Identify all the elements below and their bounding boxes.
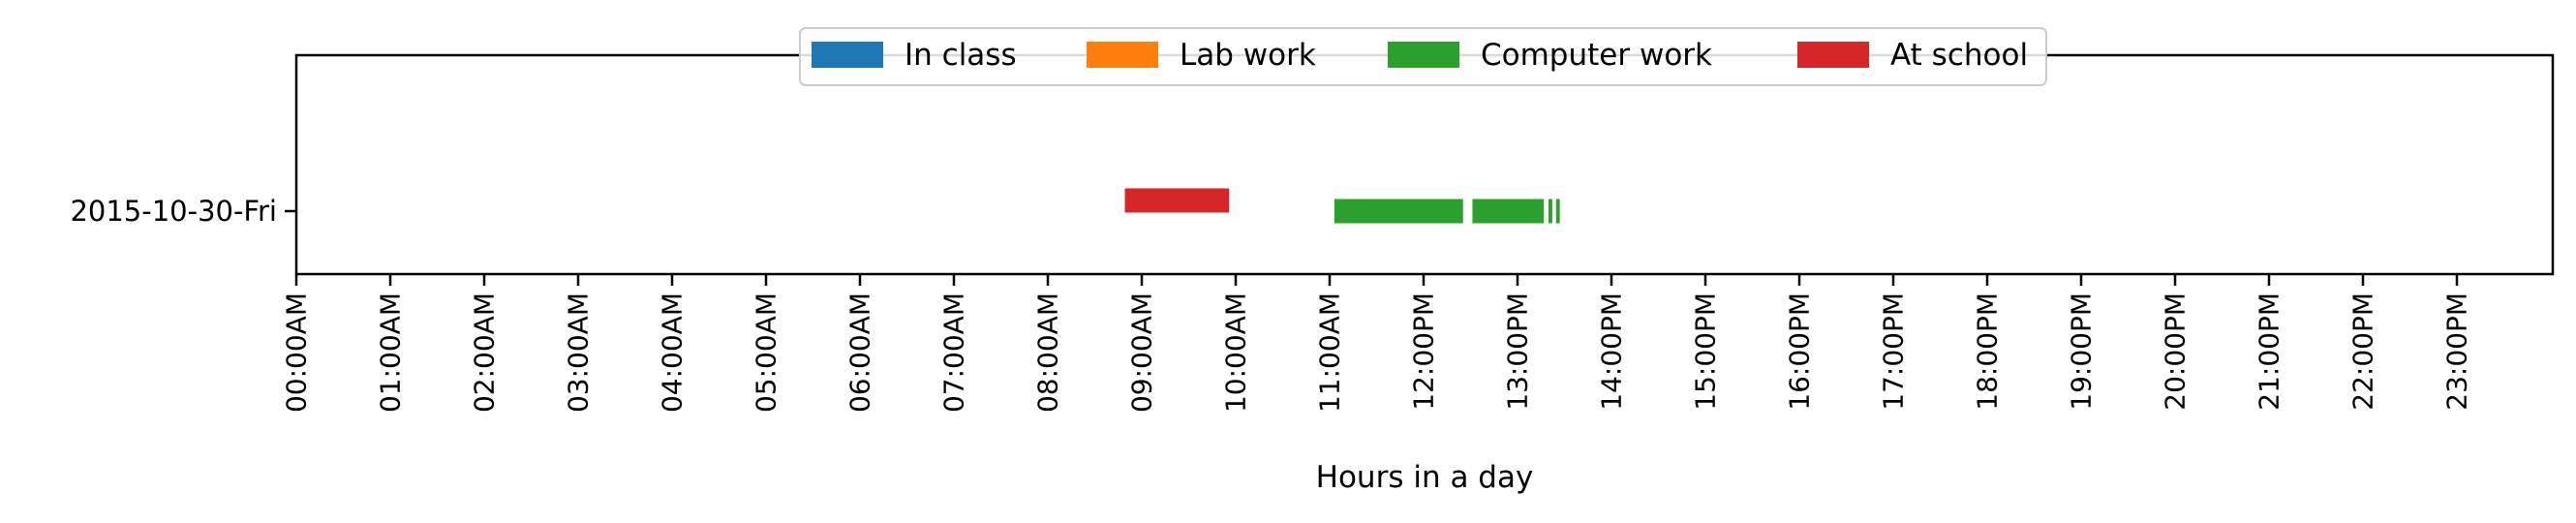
bar-computer-work-1: [1472, 199, 1545, 224]
bar-computer-work-0: [1334, 199, 1463, 224]
legend-label: Computer work: [1481, 38, 1712, 73]
x-tick-label: 01:00AM: [375, 292, 407, 413]
bar-at-school-0: [1124, 188, 1230, 213]
x-tick-label: 22:00PM: [2347, 292, 2379, 411]
x-tick-label: 17:00PM: [1878, 292, 1910, 411]
x-tick-label: 14:00PM: [1596, 292, 1628, 411]
y-tick-label: 2015-10-30-Fri: [70, 195, 277, 228]
x-tick-label: 19:00PM: [2066, 292, 2098, 411]
legend: In class Lab work Computer work At school: [799, 27, 2047, 86]
x-tick-label: 05:00AM: [751, 292, 782, 413]
x-tick-label: 20:00PM: [2160, 292, 2192, 411]
x-tick-label: 23:00PM: [2441, 292, 2473, 411]
x-tick-label: 08:00AM: [1032, 292, 1064, 413]
x-tick-label: 15:00PM: [1690, 292, 1722, 411]
x-tick-label: 00:00AM: [281, 292, 313, 413]
bar-computer-work-2: [1549, 199, 1552, 224]
x-tick-label: 13:00PM: [1502, 292, 1534, 411]
x-axis-label: Hours in a day: [1316, 460, 1534, 495]
x-axis: 00:00AM 01:00AM 02:00AM 03:00AM 04:00AM 05:00…: [281, 274, 2473, 413]
x-tick-label: 10:00AM: [1220, 292, 1252, 413]
legend-swatch: [812, 42, 883, 68]
legend-label: In class: [905, 38, 1017, 73]
x-tick-label: 21:00PM: [2254, 292, 2285, 411]
x-tick-label: 18:00PM: [1972, 292, 2004, 411]
plot-frame: [294, 53, 2555, 276]
y-axis: 2015-10-30-Fri: [70, 195, 296, 228]
x-tick-label: 16:00PM: [1784, 292, 1816, 411]
legend-label: At school: [1890, 38, 2028, 73]
x-tick-label: 06:00AM: [844, 292, 876, 413]
x-tick-label: 07:00AM: [938, 292, 970, 413]
bar-layer: [1124, 188, 1560, 224]
bar-computer-work-3: [1555, 199, 1560, 224]
legend-swatch: [1388, 42, 1459, 68]
x-tick-label: 03:00AM: [563, 292, 595, 413]
x-tick-label: 11:00AM: [1314, 292, 1346, 413]
x-tick-label: 09:00AM: [1126, 292, 1158, 413]
x-tick-label: 04:00AM: [657, 292, 689, 413]
legend-swatch: [1087, 42, 1158, 68]
x-tick-label: 02:00AM: [469, 292, 501, 413]
x-tick-label: 12:00PM: [1408, 292, 1440, 411]
legend-swatch: [1797, 42, 1869, 68]
legend-label: Lab work: [1180, 38, 1316, 73]
